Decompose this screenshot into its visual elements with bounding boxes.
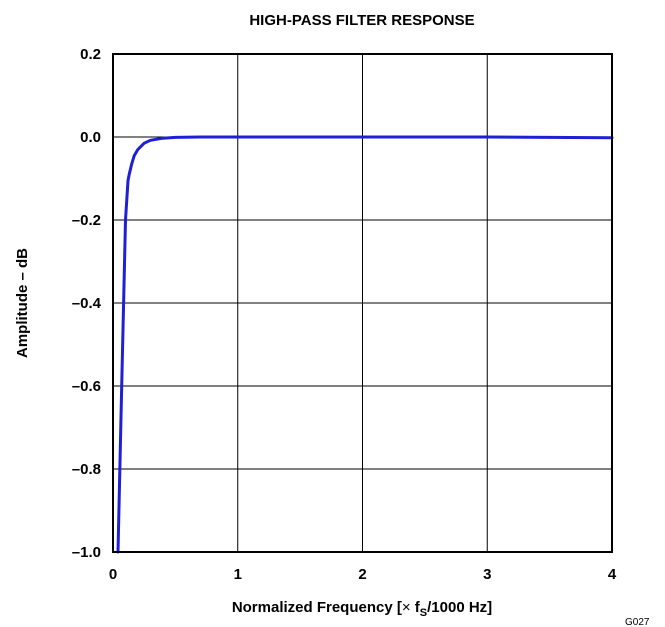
y-tick-label: 0.2 [80, 46, 101, 63]
chart-title: HIGH-PASS FILTER RESPONSE [249, 12, 474, 29]
x-axis-label: Normalized Frequency [× fS/1000 Hz] [232, 599, 492, 619]
x-tick-labels: 0 1 2 3 4 [109, 566, 617, 583]
x-tick-label: 1 [234, 566, 242, 583]
y-tick-label: –0.6 [72, 378, 101, 395]
y-tick-label: –0.4 [72, 295, 102, 312]
series-line [116, 135, 614, 554]
x-tick-label: 0 [109, 566, 117, 583]
y-tick-labels: 0.2 0.0 –0.2 –0.4 –0.6 –0.8 –1.0 [72, 46, 102, 561]
figure-code: G027 [625, 617, 650, 627]
grid-lines [112, 53, 613, 553]
x-tick-label: 3 [483, 566, 491, 583]
plot-frame [112, 53, 613, 553]
y-tick-label: –1.0 [72, 544, 101, 561]
y-axis-label: Amplitude – dB [14, 248, 31, 358]
plot-series [116, 135, 614, 554]
y-tick-label: –0.8 [72, 461, 101, 478]
y-tick-label: –0.2 [72, 212, 101, 229]
x-tick-label: 2 [358, 566, 366, 583]
y-tick-label: 0.0 [80, 129, 101, 146]
x-tick-label: 4 [608, 566, 617, 583]
